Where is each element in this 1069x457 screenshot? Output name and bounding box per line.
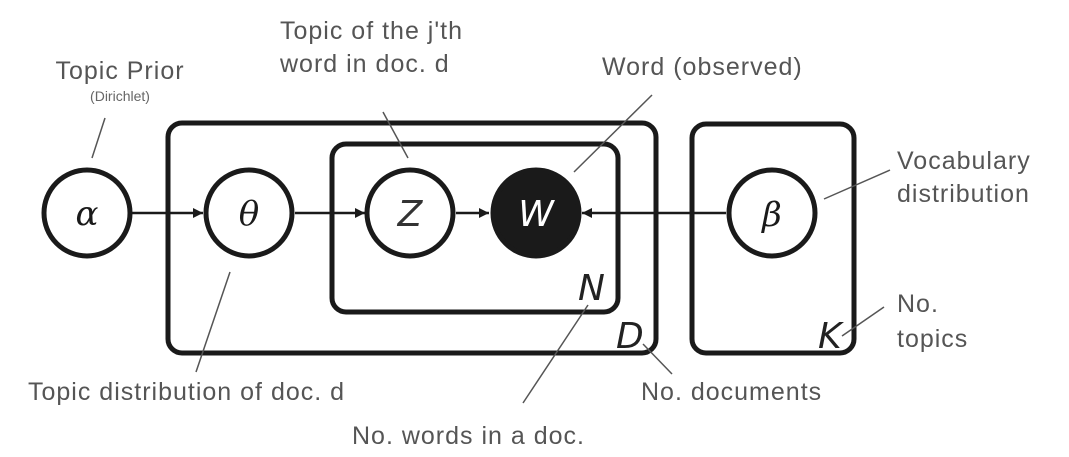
leader-topic-of-word — [382, 111, 409, 159]
leader-num-topics — [841, 306, 885, 337]
topics-plate-label: K — [818, 316, 844, 357]
words-plate-label: N — [578, 268, 605, 309]
topic-distribution-label: Topic distribution of doc. d — [28, 378, 345, 406]
leader-topic-prior — [91, 117, 106, 159]
leader-num-documents — [642, 343, 673, 375]
theta-node: θ — [203, 167, 295, 259]
leader-vocabulary — [823, 169, 891, 200]
topic-prior-sublabel: (Dirichlet) — [90, 88, 150, 104]
z-node: Z — [364, 167, 456, 259]
topic-prior-label: Topic Prior — [55, 57, 184, 85]
num-documents-label: No. documents — [641, 378, 822, 406]
words-plate — [329, 141, 621, 315]
w-symbol: W — [518, 194, 555, 235]
leader-num-words — [522, 304, 589, 404]
theta-symbol: θ — [239, 194, 259, 234]
topic-of-word-label-line2: word in doc. d — [279, 50, 450, 78]
word-observed-label: Word (observed) — [602, 53, 803, 81]
documents-plate — [165, 120, 659, 356]
vocabulary-label-line2: distribution — [897, 180, 1030, 208]
beta-symbol: β — [760, 195, 782, 235]
vocabulary-label-line1: Vocabulary — [897, 147, 1031, 175]
documents-plate-label: D — [616, 316, 644, 357]
w-node: W — [490, 167, 582, 259]
num-words-label: No. words in a doc. — [352, 422, 585, 450]
alpha-symbol: α — [76, 194, 99, 234]
leader-word-observed — [573, 94, 653, 173]
num-topics-label-line2: topics — [897, 325, 968, 353]
beta-node: β — [726, 167, 818, 259]
topics-plate — [689, 121, 857, 356]
topic-of-word-label-line1: Topic of the j'th — [280, 17, 463, 45]
leader-topic-distribution — [195, 271, 231, 373]
num-topics-label-line1: No. — [897, 290, 939, 318]
alpha-node: α — [41, 167, 133, 259]
z-symbol: Z — [397, 194, 424, 235]
